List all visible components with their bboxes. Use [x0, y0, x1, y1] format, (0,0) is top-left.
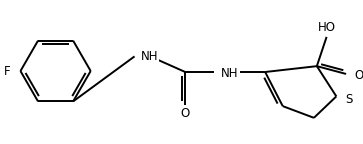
Text: NH: NH	[221, 67, 239, 80]
Text: S: S	[345, 93, 352, 106]
Text: NH: NH	[140, 50, 158, 63]
Text: HO: HO	[318, 21, 335, 34]
Text: O: O	[181, 107, 190, 120]
Text: F: F	[4, 65, 11, 77]
Text: O: O	[355, 69, 363, 82]
